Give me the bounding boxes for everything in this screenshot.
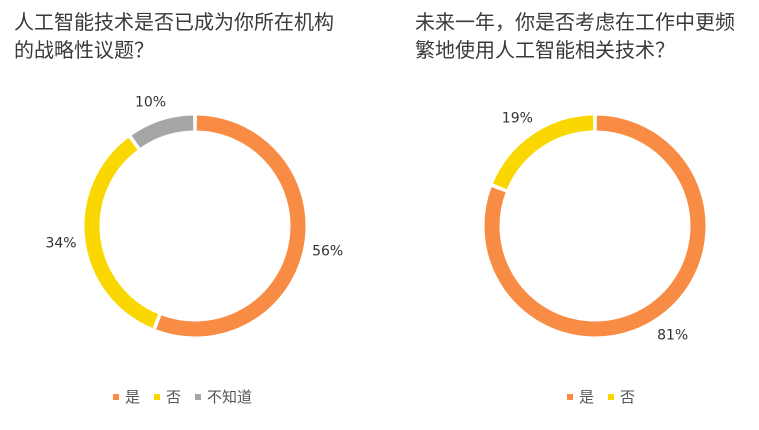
chart-1-legend-item: 否 (154, 386, 181, 407)
chart-2-legend-item: 否 (608, 386, 635, 407)
legend-label: 是 (579, 388, 595, 406)
legend-swatch (567, 393, 573, 400)
legend-swatch (608, 393, 615, 400)
chart-2-data-label-0: 81% (657, 327, 688, 343)
chart-2-data-label-1: 19% (502, 111, 533, 127)
chart-2-slice-1 (492, 115, 594, 190)
legend-label: 否 (620, 388, 636, 406)
chart-1-legend: 是 否 不知道 (113, 386, 252, 407)
chart-2-slice-0 (484, 115, 706, 337)
legend-label: 否 (166, 388, 182, 406)
chart-1-legend-item: 是 (113, 386, 140, 407)
chart-2-legend: 是否 (567, 386, 635, 407)
legend-swatch (113, 393, 119, 400)
chart-2-title: 未来一年，你是否考虑在工作中更频繁地使用人工智能相关技术？ (415, 10, 735, 62)
chart-1-data-label-1: 34% (45, 235, 76, 251)
legend-label: 是 (125, 388, 141, 406)
chart-1-slice-1 (84, 137, 159, 329)
chart-1-legend-item: 不知道 (195, 386, 252, 407)
chart-1-slice-2 (131, 115, 194, 148)
chart-1-slice-0 (156, 115, 306, 337)
chart-1-title: 人工智能技术是否已成为你所在机构的战略性议题？ (14, 10, 334, 62)
legend-label: 不知道 (207, 388, 253, 406)
legend-swatch (154, 393, 161, 400)
chart-1-data-label-2: 10% (135, 94, 166, 110)
chart-1-data-label-0: 56% (312, 244, 343, 260)
legend-swatch (195, 393, 202, 400)
chart-2-legend-item: 是 (567, 386, 594, 407)
